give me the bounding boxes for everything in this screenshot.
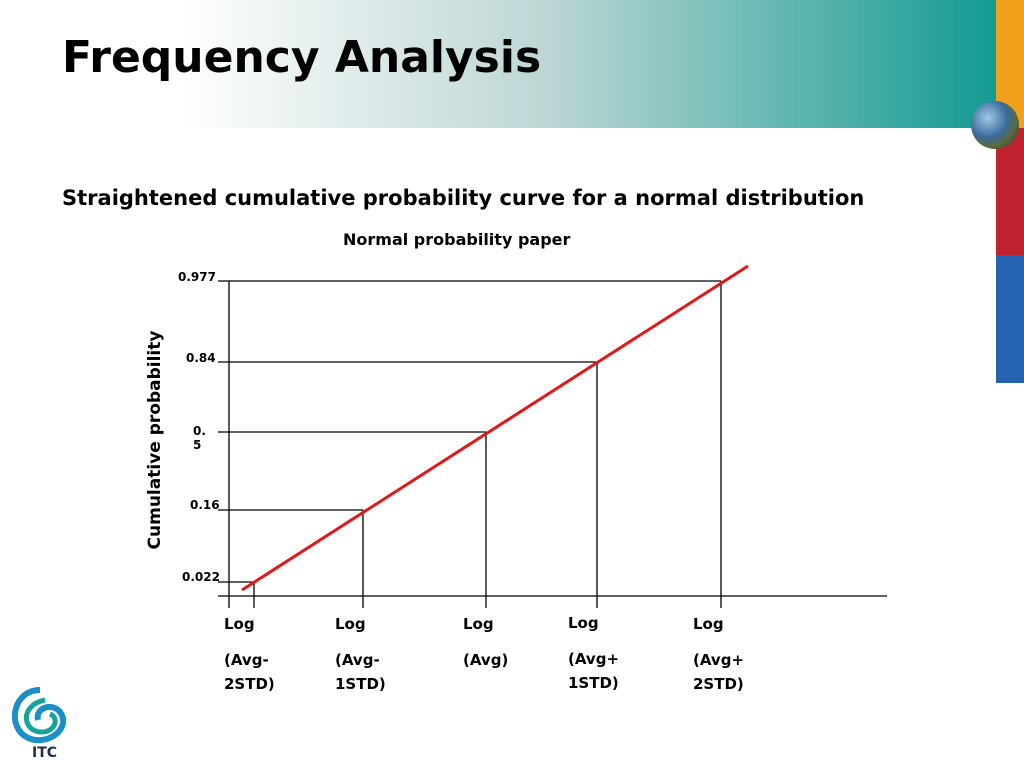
x-label-param: (Avg-2STD): [224, 651, 275, 693]
probability-line: [241, 264, 749, 592]
side-red: [996, 128, 1024, 255]
x-label-log: Log: [568, 614, 599, 632]
y-tick-label: 0. 5: [193, 424, 206, 452]
itc-logo: ITC: [11, 687, 67, 761]
x-label-log: Log: [463, 615, 494, 633]
logo-text: ITC: [32, 745, 57, 761]
x-label-log: Log: [224, 615, 255, 633]
y-tick-label: 0.022: [182, 570, 220, 584]
header-band: [0, 0, 996, 128]
page-title: Frequency Analysis: [62, 32, 542, 83]
x-label-param: (Avg-1STD): [335, 651, 386, 693]
y-tick-label: 0.84: [186, 351, 216, 365]
x-label-param: (Avg+ 2STD): [693, 651, 745, 693]
x-label-param: (Avg): [463, 651, 509, 669]
x-label-log: Log: [693, 615, 724, 633]
grid: [218, 280, 887, 608]
y-tick-label: 0.977: [178, 270, 216, 284]
subtitle: Straightened cumulative probability curv…: [62, 186, 865, 210]
x-label-param: (Avg+ 1STD): [568, 650, 620, 692]
side-blue: [996, 255, 1024, 383]
globe: [971, 101, 1019, 149]
x-label-log: Log: [335, 615, 366, 633]
y-tick-label: 0.16: [190, 498, 220, 512]
diagram-title: Normal probability paper: [343, 230, 571, 249]
